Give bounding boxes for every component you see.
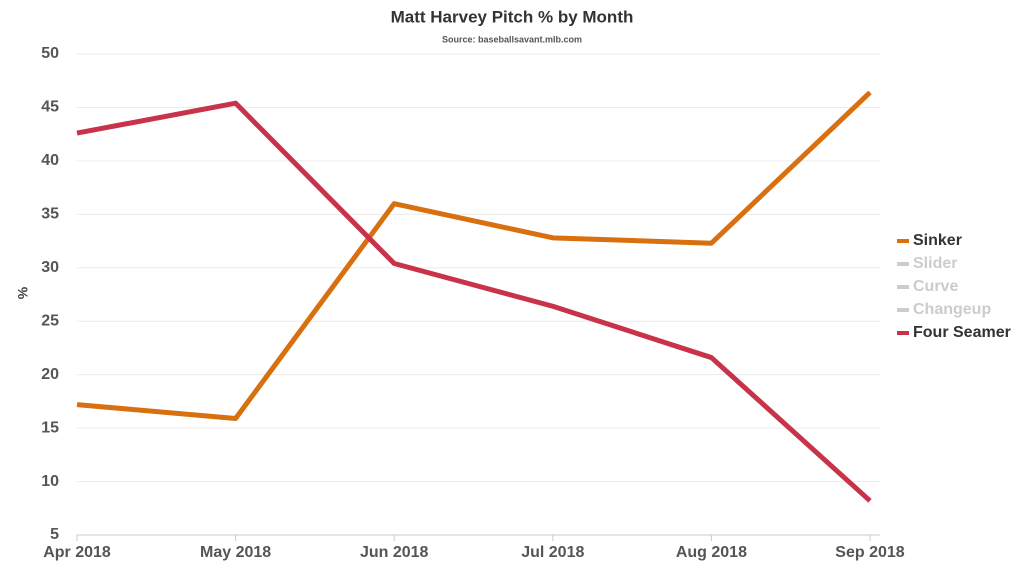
- chart-subtitle: Source: baseballsavant.mlb.com: [442, 34, 582, 44]
- x-tick-label: Apr 2018: [43, 544, 111, 561]
- x-tick-label: Jun 2018: [360, 544, 429, 561]
- y-tick-label: 50: [41, 45, 59, 62]
- legend-label: Curve: [913, 278, 958, 295]
- x-tick-label: Sep 2018: [835, 544, 904, 561]
- legend-label: Changeup: [913, 301, 991, 318]
- y-axis-label: %: [15, 286, 31, 299]
- y-tick-label: 15: [41, 419, 59, 436]
- y-tick-label: 40: [41, 152, 59, 169]
- y-tick-label: 45: [41, 99, 59, 116]
- x-tick-label: Jul 2018: [521, 544, 584, 561]
- x-tick-label: Aug 2018: [676, 544, 747, 561]
- series-line: [76, 90, 872, 421]
- legend-label: Slider: [913, 255, 957, 272]
- legend-label: Four Seamer: [913, 324, 1011, 341]
- y-tick-label: 30: [41, 259, 59, 276]
- legend-label: Sinker: [913, 232, 962, 249]
- y-tick-label: 20: [41, 366, 59, 383]
- y-tick-label: 10: [41, 473, 59, 490]
- x-tick-label: May 2018: [200, 544, 271, 561]
- y-tick-label: 25: [41, 312, 59, 329]
- series-line: [76, 100, 872, 503]
- y-tick-label: 5: [50, 526, 59, 543]
- y-tick-label: 35: [41, 206, 59, 223]
- chart-title: Matt Harvey Pitch % by Month: [391, 7, 634, 26]
